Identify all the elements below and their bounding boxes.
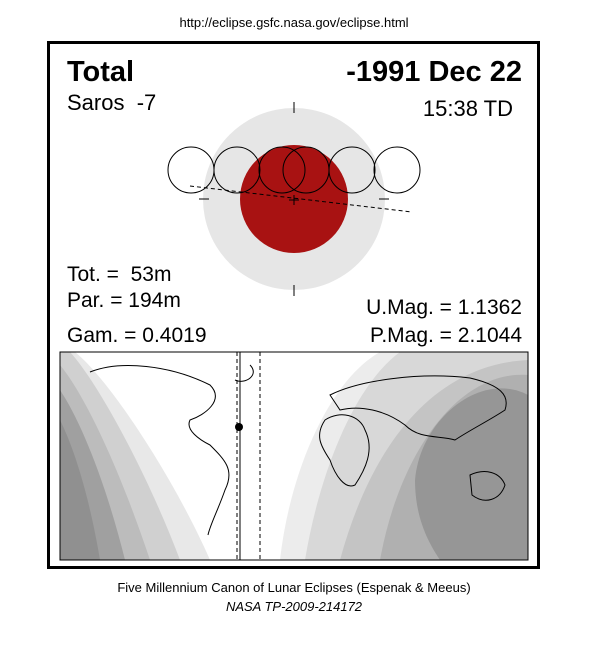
url: http://eclipse.gsfc.nasa.gov/eclipse.htm… [179,15,408,30]
partial: Par. = 194m [67,289,181,312]
time: 15:38 TD [423,96,513,121]
publication-ref: NASA TP-2009-214172 [226,599,363,614]
saros: Saros -7 [67,90,156,115]
canon-credit: Five Millennium Canon of Lunar Eclipses … [117,580,470,595]
moon-path [189,185,413,213]
eclipse-diagram [167,102,421,296]
eclipse-date: -1991 Dec 22 [346,56,522,88]
visibility-map [59,351,529,561]
penumbral-magnitude: P.Mag. = 2.1044 [370,324,522,347]
umbral-magnitude: U.Mag. = 1.1362 [366,296,522,319]
totality: Tot. = 53m [67,263,171,286]
eclipse-type: Total [67,56,134,88]
moon-positions [167,146,421,194]
markers [199,102,389,296]
gamma: Gam. = 0.4019 [67,324,207,347]
